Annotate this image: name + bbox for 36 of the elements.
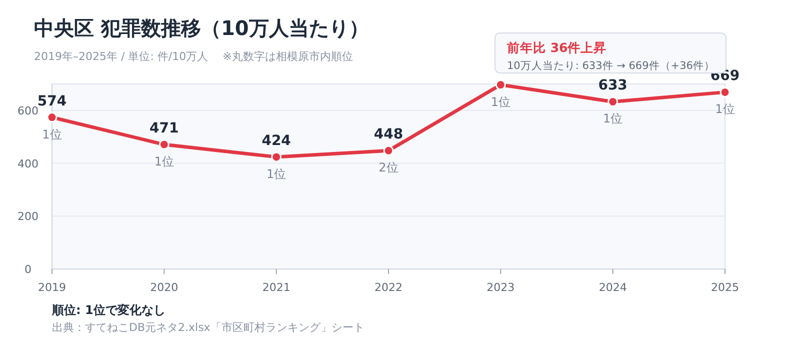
x-tick-label: 2025: [711, 281, 739, 294]
annotation: 1位: [266, 166, 286, 181]
data-label: 448: [374, 126, 404, 143]
y-tick-label: 0: [24, 263, 32, 276]
chart-subtitle: 2019年–2025年 / 単位: 件/10万人 ※丸数字は相模原市内順位: [34, 50, 353, 63]
data-label: 424: [262, 132, 292, 149]
y-tick-label: 200: [18, 210, 38, 224]
x-tick-label: 2020: [150, 281, 178, 294]
point: [383, 145, 394, 156]
point: [158, 139, 170, 150]
annotation: 1位: [154, 154, 174, 169]
x-tick-label: 2023: [486, 281, 515, 294]
point: [495, 80, 506, 90]
point: [720, 86, 730, 98]
annotation: 1位: [490, 94, 510, 109]
annotation: 2位: [378, 160, 398, 175]
text: 前年比 36件上昇: [506, 40, 607, 55]
annotation: 1位: [603, 112, 623, 126]
x-tick-label: 2024: [598, 281, 627, 294]
x-tick-label: 2019: [38, 281, 66, 294]
annotation: 1位: [42, 127, 62, 142]
annotation: 1位: [715, 102, 735, 116]
chart-title: 中央区 犯罪数推移（10万人当たり）: [34, 16, 369, 40]
x-tick-label: 2021: [262, 281, 290, 294]
data-label: 633: [598, 78, 628, 94]
point: [271, 152, 282, 162]
x-tick-label: 2022: [374, 281, 402, 294]
point: [46, 112, 58, 123]
point: [608, 96, 618, 107]
data-label: 574: [37, 93, 67, 110]
data-label: 471: [150, 120, 179, 137]
y-tick-label: 600: [18, 104, 38, 118]
y-tick-label: 400: [18, 157, 38, 170]
source-note: 出典：すてねこDB元ネタ2.xlsx「市区町村ランキング」シート: [52, 321, 364, 334]
text: 10万人当たり: 633件 → 669件（+36件）: [507, 60, 715, 72]
text: 順位: 1位で変化なし: [51, 303, 166, 317]
